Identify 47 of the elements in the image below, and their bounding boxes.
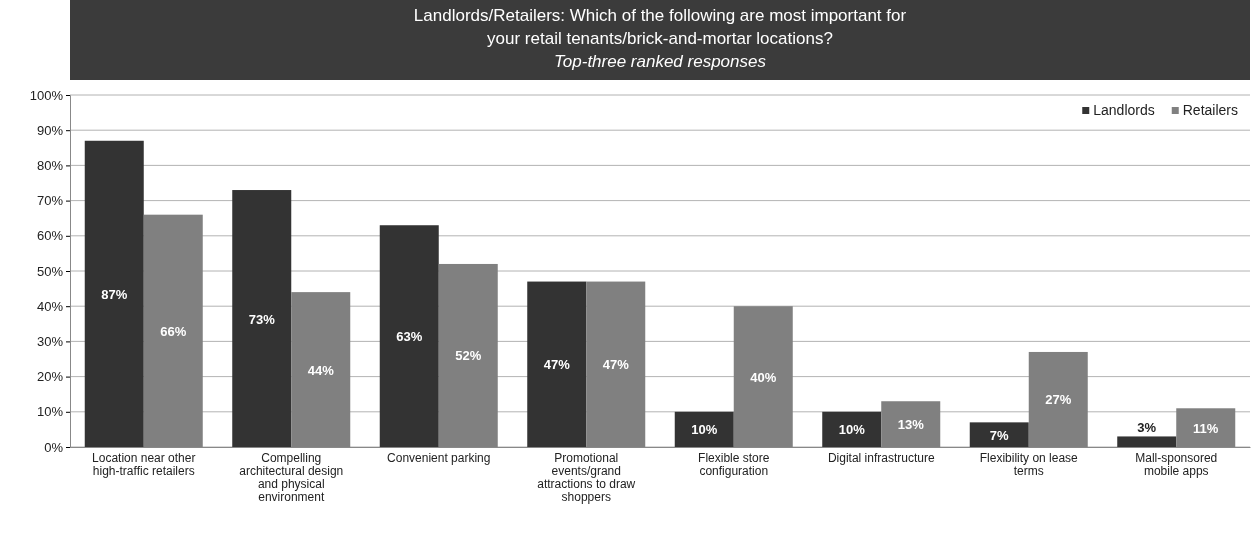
data-label: 66% <box>160 323 187 339</box>
bar <box>822 411 882 447</box>
chart-subtitle: Top-three ranked responses <box>553 52 767 71</box>
y-tick-label: 40% <box>36 298 64 314</box>
y-tick-label: 60% <box>36 228 64 244</box>
data-label: 7% <box>989 427 1010 443</box>
legend-label: Retailers <box>1182 102 1238 118</box>
y-tick-label: 30% <box>36 334 64 350</box>
bar <box>527 281 587 447</box>
y-tick-label: 10% <box>36 404 64 420</box>
bar <box>379 225 439 447</box>
x-tick-label: Flexibility on lease terms <box>979 451 1079 478</box>
y-tick-label: 70% <box>36 193 64 209</box>
x-tick-label: Location near other high-traffic retailers <box>92 451 196 478</box>
chart-title: Landlords/Retailers: Which of the following are most important for your retail tenants/brick-and-mortar locations? <box>413 6 907 48</box>
data-label: 11% <box>1193 420 1219 436</box>
x-tick-label: Compelling architectural design and physical environment <box>239 451 344 504</box>
data-label: 3% <box>1137 420 1157 436</box>
bar <box>674 411 734 447</box>
data-label: 44% <box>307 362 335 378</box>
y-tick-label: 50% <box>36 263 64 279</box>
bar <box>1117 436 1177 447</box>
y-tick-label: 80% <box>36 158 64 174</box>
data-label: 52% <box>455 348 482 364</box>
y-tick-label: 90% <box>36 122 64 138</box>
data-label: 10% <box>691 422 718 438</box>
data-label: 47% <box>543 357 571 373</box>
y-tick-label: 0% <box>44 439 64 455</box>
x-tick-label: Promotional events/grand attractions to draw shoppers <box>537 451 636 504</box>
data-label: 10% <box>838 422 866 438</box>
data-label: 87% <box>101 286 128 302</box>
x-tick-label: Flexible store configuration <box>698 451 770 478</box>
y-tick-label: 20% <box>36 369 64 385</box>
data-label: 63% <box>396 329 423 345</box>
x-tick-label: Mall-sponsored mobile apps <box>1135 451 1218 478</box>
data-label: 40% <box>750 369 777 385</box>
y-tick-label: 100% <box>29 87 64 103</box>
legend-label: Landlords <box>1093 102 1155 118</box>
data-label: 13% <box>897 417 925 433</box>
x-tick-label: Digital infrastructure <box>827 451 935 465</box>
bar <box>969 422 1029 447</box>
data-label: 27% <box>1045 392 1072 408</box>
data-label: 73% <box>248 311 276 327</box>
x-tick-label: Convenient parking <box>387 451 491 465</box>
bar <box>232 190 292 447</box>
data-label: 47% <box>602 357 630 373</box>
bar <box>84 140 144 447</box>
